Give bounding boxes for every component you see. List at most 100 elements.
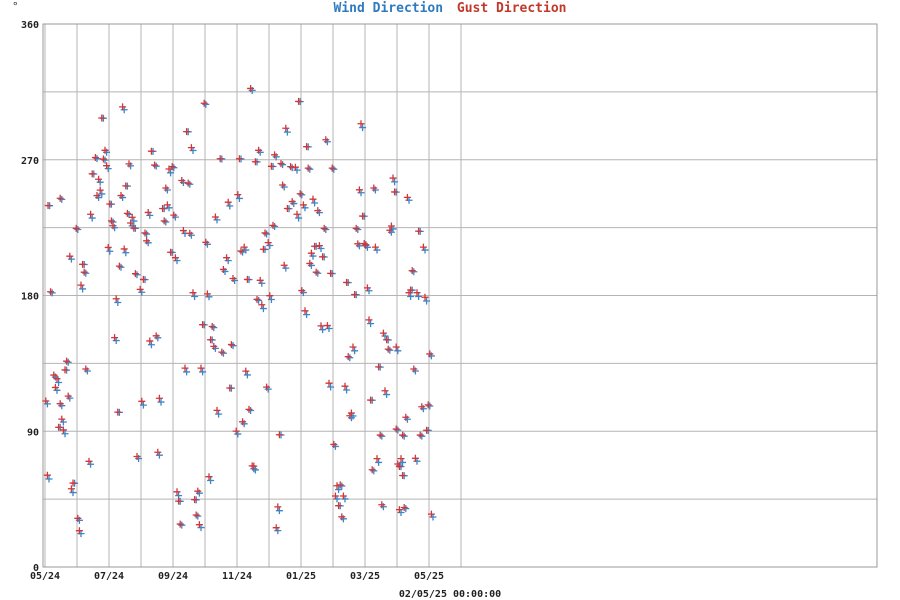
wind-direction-point	[394, 426, 402, 434]
title-gust-direction: Gust Direction	[457, 1, 567, 16]
gust-direction-point	[75, 527, 83, 535]
gust-direction-point	[160, 217, 168, 225]
gust-direction-point	[64, 392, 72, 400]
chart-title: Wind Direction Gust Direction	[334, 1, 567, 16]
gust-direction-point	[66, 252, 74, 260]
wind-direction-point	[375, 458, 383, 466]
gust-direction-point	[197, 364, 205, 372]
gust-direction-point	[320, 224, 328, 232]
gust-direction-point	[63, 357, 71, 365]
gust-direction-point	[58, 415, 66, 423]
wind-direction-point	[61, 430, 69, 438]
gust-direction-point	[167, 248, 175, 256]
gust-direction-point	[74, 514, 82, 522]
gust-direction-point	[207, 336, 215, 344]
gust-direction-point	[400, 503, 408, 511]
wind-direction-point	[322, 226, 330, 234]
gust-direction-point	[383, 336, 391, 344]
gust-direction-point	[243, 275, 251, 283]
gust-direction-point	[87, 210, 95, 218]
y-axis-ticks: 0 90 180 270 360	[21, 20, 39, 574]
gust-direction-point	[269, 221, 277, 229]
gust-direction-point	[125, 160, 133, 168]
gust-direction-point	[128, 213, 136, 221]
gust-direction-point	[109, 222, 117, 230]
gust-direction-point	[175, 497, 183, 505]
gust-direction-point	[168, 163, 176, 171]
gust-direction-point	[191, 496, 199, 504]
gust-direction-point	[173, 488, 181, 496]
wind-direction-point	[88, 214, 96, 222]
wind-direction-point	[423, 297, 431, 305]
gust-direction-point	[232, 427, 240, 435]
gust-direction-point	[280, 261, 288, 269]
gust-direction-point	[416, 431, 424, 439]
gust-direction-point	[44, 202, 52, 210]
gust-direction-point	[103, 162, 111, 170]
gust-direction-point	[59, 426, 67, 434]
gust-direction-point	[407, 286, 415, 294]
gust-direction-point	[343, 278, 351, 286]
gust-direction-point	[255, 146, 263, 154]
gust-direction-point	[152, 332, 160, 340]
wind-direction-point	[178, 521, 186, 529]
gust-direction-point	[306, 259, 314, 267]
gust-direction-point	[370, 184, 378, 192]
gust-direction-point	[381, 387, 389, 395]
gust-direction-point	[315, 242, 323, 250]
data-points	[42, 84, 437, 538]
wind-direction-point	[407, 293, 415, 300]
y-tick-label: 180	[21, 292, 39, 303]
gust-direction-point	[184, 179, 192, 187]
gust-direction-point	[309, 195, 317, 203]
gust-direction-point	[199, 321, 207, 329]
gust-direction-point	[170, 211, 178, 219]
x-tick-label: 05/24	[30, 571, 60, 582]
wind-direction-point	[147, 341, 155, 349]
wind-direction-point	[215, 410, 223, 418]
wind-direction-point	[167, 169, 175, 177]
gust-direction-point	[47, 288, 55, 296]
gust-direction-point	[347, 409, 355, 417]
gust-direction-point	[51, 383, 59, 391]
gust-direction-point	[411, 454, 419, 462]
gust-direction-point	[319, 253, 327, 261]
wind-direction-point	[122, 249, 130, 257]
gust-direction-point	[98, 114, 106, 122]
wind-direction-point	[267, 296, 275, 304]
wind-direction-point	[415, 293, 423, 300]
gust-direction-point	[119, 103, 127, 111]
wind-direction-point	[186, 180, 194, 188]
gust-direction-point	[242, 367, 250, 375]
gust-direction-point	[392, 343, 400, 351]
gust-direction-point	[203, 290, 211, 298]
gust-direction-point	[50, 371, 58, 379]
wind-direction-point	[45, 475, 53, 483]
wind-direction-point	[367, 320, 375, 328]
gust-direction-point	[131, 270, 139, 278]
gust-direction-point	[141, 229, 149, 237]
wind-direction-point	[255, 296, 263, 304]
wind-direction-point	[219, 349, 227, 357]
gust-direction-point	[117, 192, 125, 200]
gust-direction-point	[359, 212, 367, 220]
wind-direction-point	[319, 326, 327, 334]
grid-lines	[43, 23, 877, 568]
wind-direction-point	[55, 378, 63, 386]
gust-direction-point	[111, 334, 119, 342]
gust-direction-point	[371, 243, 379, 251]
wind-direction-point	[202, 100, 210, 108]
gust-direction-point	[427, 510, 435, 518]
gust-direction-point	[224, 198, 232, 206]
gust-direction-point	[418, 403, 426, 411]
gust-direction-point	[186, 229, 194, 237]
gust-direction-point	[229, 275, 237, 283]
gust-direction-point	[314, 207, 322, 215]
gust-direction-point	[223, 254, 231, 262]
gust-direction-point	[56, 194, 64, 202]
wind-direction-point	[327, 383, 335, 391]
gust-direction-point	[192, 511, 200, 519]
wind-direction-point	[263, 230, 271, 238]
gust-direction-point	[91, 154, 99, 162]
